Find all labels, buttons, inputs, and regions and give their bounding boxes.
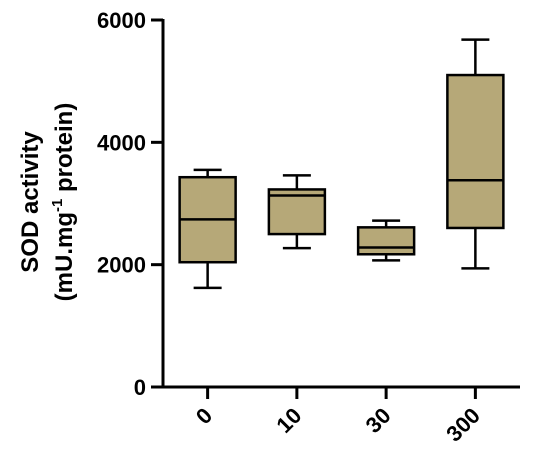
x-tick-label: 10 — [271, 403, 306, 438]
x-tick-label: 0 — [191, 403, 217, 429]
y-axis-label-line2: (mU.mg-1 protein) — [49, 103, 78, 302]
y-axis-label-line1: SOD activity — [17, 131, 44, 273]
iqr-box — [356, 226, 416, 256]
y-tick-label: 0 — [134, 375, 146, 400]
y-tick-label: 6000 — [97, 8, 146, 33]
x-tick-label: 300 — [441, 403, 485, 447]
box-0 — [178, 168, 237, 290]
box-300 — [446, 38, 505, 270]
iqr-box — [267, 188, 327, 236]
box-10 — [267, 174, 327, 250]
iqr-box — [446, 73, 505, 230]
y-axis-label: SOD activity (mU.mg-1 protein) — [17, 103, 78, 302]
boxes — [178, 38, 505, 290]
y-tick-label: 4000 — [97, 130, 146, 155]
box-30 — [356, 219, 416, 262]
y-tick-label: 2000 — [97, 253, 146, 278]
x-tick-label: 30 — [361, 403, 396, 438]
